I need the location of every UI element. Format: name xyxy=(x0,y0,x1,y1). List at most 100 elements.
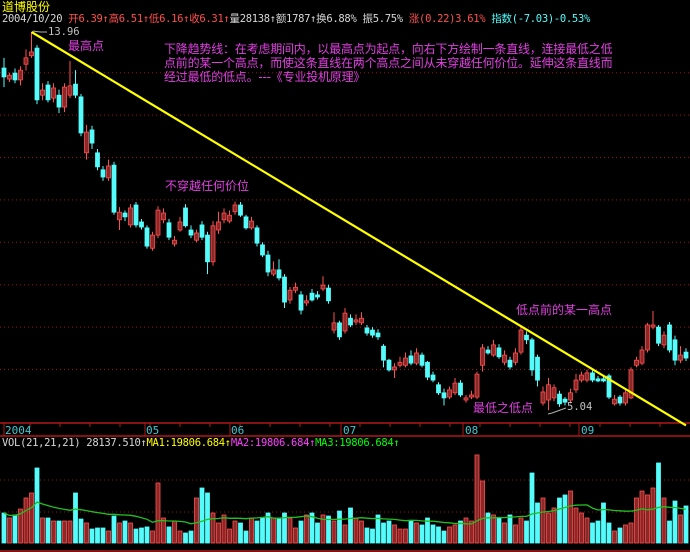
volume-bar xyxy=(546,512,551,544)
candle-up xyxy=(403,352,408,368)
volume-bar xyxy=(45,517,51,544)
volume-bar xyxy=(271,517,276,544)
candle-up xyxy=(678,346,683,364)
volume-bar xyxy=(298,520,304,544)
candle-down xyxy=(419,352,425,368)
candle-body xyxy=(89,129,95,144)
candle-body xyxy=(78,96,84,134)
candle-body xyxy=(23,57,29,65)
volume-bar xyxy=(573,507,579,544)
volume-bar xyxy=(29,492,34,544)
candle-body xyxy=(441,392,447,399)
candle-down xyxy=(133,202,139,228)
volume-bar xyxy=(177,530,183,544)
volume-bar xyxy=(364,527,370,544)
volume-bar xyxy=(210,512,216,544)
candle-body xyxy=(463,397,469,401)
candle-body xyxy=(595,378,601,382)
volume-bar xyxy=(584,517,590,544)
candle-body xyxy=(260,244,265,256)
candle-up xyxy=(463,394,469,403)
candle-body xyxy=(56,94,62,108)
candle-down xyxy=(381,344,386,368)
volume-ma3: MA3:19806.684↑ xyxy=(315,437,400,449)
volume-bar xyxy=(667,520,672,544)
candle-body xyxy=(419,354,425,366)
candle-body xyxy=(293,286,298,291)
volume-bar xyxy=(606,522,612,544)
volume-bar xyxy=(337,510,342,544)
peak-leader-line xyxy=(32,30,47,33)
candle-body xyxy=(353,319,359,323)
volume-bar xyxy=(89,528,95,544)
candle-body xyxy=(656,326,661,344)
volume-bar xyxy=(348,507,353,544)
candle-down xyxy=(282,274,287,309)
quote-high: 高6.51↑ xyxy=(108,13,150,25)
lowest-low-label: 最低之低点 xyxy=(473,401,534,415)
volume-bar xyxy=(293,527,298,544)
x-tick-label: 05 xyxy=(146,424,160,437)
candle-down xyxy=(309,288,315,302)
candle-body xyxy=(634,359,639,366)
candle-up xyxy=(469,390,474,400)
candle-down xyxy=(524,331,529,345)
candle-down xyxy=(276,259,282,281)
volume-bar xyxy=(73,492,78,544)
quote-change: 涨(0.22)3.61% xyxy=(408,13,486,25)
candle-body xyxy=(672,339,678,361)
volume-bar xyxy=(84,522,89,544)
candle-up xyxy=(18,66,23,86)
candle-down xyxy=(166,218,172,241)
candle-body xyxy=(111,164,117,213)
volume-bar xyxy=(419,524,425,544)
volume-bar xyxy=(535,502,540,544)
volume-bar xyxy=(23,497,29,544)
candle-down xyxy=(34,45,40,105)
candle-body xyxy=(612,398,617,405)
candle-up xyxy=(584,369,590,383)
volume-bar xyxy=(661,497,667,544)
volume-bar xyxy=(672,500,678,544)
candle-body xyxy=(205,234,210,263)
candle-down xyxy=(1,57,7,88)
candle-body xyxy=(535,356,540,381)
candle-up xyxy=(513,348,518,366)
candle-up xyxy=(540,386,546,406)
candle-down xyxy=(617,394,623,406)
volume-bar xyxy=(276,517,282,544)
volume-bar xyxy=(601,502,606,544)
candle-down xyxy=(95,149,100,171)
candle-up xyxy=(452,377,458,395)
candle-body xyxy=(425,361,430,378)
candle-up xyxy=(579,371,584,383)
candle-body xyxy=(12,72,18,81)
candle-up xyxy=(216,211,221,234)
volume-bar xyxy=(414,522,419,544)
candle-body xyxy=(397,361,403,366)
volume-bar xyxy=(282,512,287,544)
candle-body xyxy=(106,165,111,179)
volume-bar xyxy=(304,514,309,544)
candle-up xyxy=(304,295,309,306)
candle-body xyxy=(507,359,513,368)
candle-down xyxy=(496,344,502,359)
candle-body xyxy=(584,372,590,381)
candle-body xyxy=(62,86,67,108)
candle-down xyxy=(348,314,353,328)
volume-bar xyxy=(326,515,331,544)
candle-up xyxy=(106,159,111,181)
candle-body xyxy=(496,347,502,358)
candle-body xyxy=(51,87,56,99)
candle-down xyxy=(557,390,562,407)
candle-down xyxy=(199,221,205,241)
candle-down xyxy=(595,375,601,383)
volume-bar xyxy=(639,490,645,544)
candle-body xyxy=(551,387,557,399)
quote-row: 2004/10/20 开6.39↑高6.51↑低6.16↑收6.31↑量2813… xyxy=(2,13,590,25)
candle-up xyxy=(573,373,579,393)
volume-header: VOL(21,21,21) 28137.510↑MA1:19806.684↑MA… xyxy=(2,437,400,449)
volume-bar xyxy=(628,522,634,544)
volume-value: VOL(21,21,21) 28137.510↑ xyxy=(2,437,147,449)
